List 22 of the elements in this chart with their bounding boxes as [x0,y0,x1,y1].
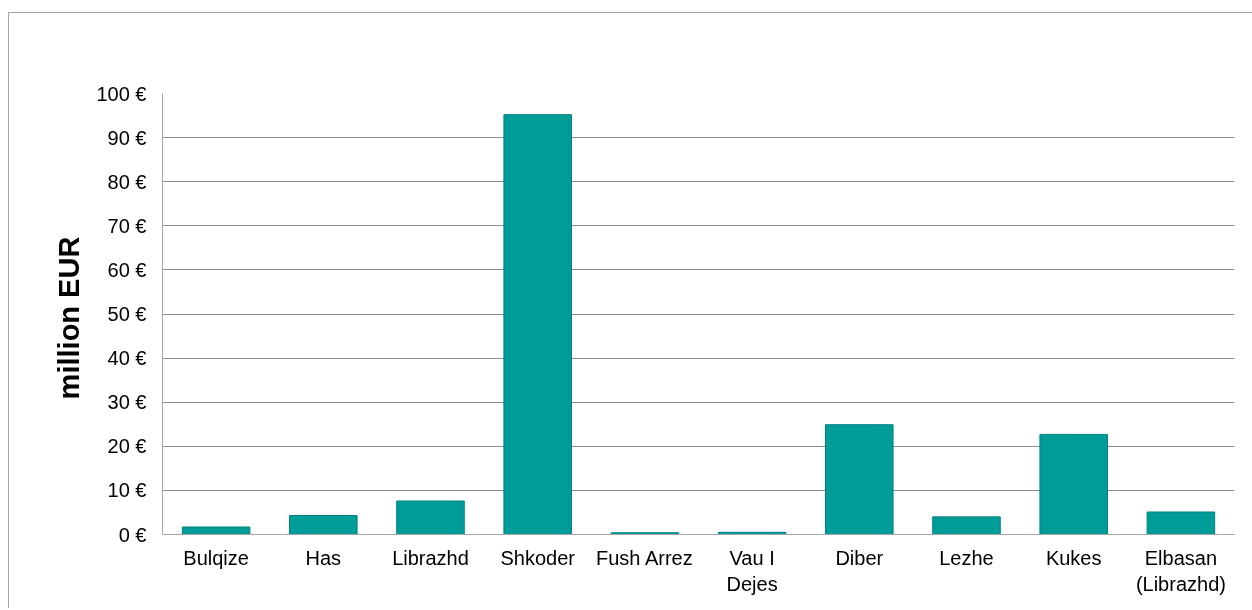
y-tick-label: 50 € [107,303,147,325]
x-tick-label: Fush Arrez [596,546,693,569]
y-axis-title: million EUR [53,236,86,400]
x-tick-label: Has [305,546,342,569]
x-tick-label: Kukes [1045,546,1102,569]
x-tick-label: Bulqize [183,546,249,569]
x-tick-label: Vau I Dejes [726,546,778,595]
x-tick-label: Lezhe [939,546,994,569]
y-tick-label: 100 € [96,82,147,105]
x-tick-label: Shkoder [500,546,576,569]
x-tick-label: Elbasan (Librazhd) [1135,546,1226,595]
y-tick-label: 70 € [107,214,147,237]
y-tick-label: 10 € [107,479,147,502]
y-tick-label: 90 € [107,126,147,149]
x-tick-label: Diber [835,546,884,569]
y-tick-label: 80 € [107,170,147,193]
y-tick-label: 40 € [107,347,147,370]
y-tick-label: 0 € [118,523,147,546]
y-tick-label: 60 € [107,258,147,281]
y-tick-label: 30 € [107,391,147,414]
x-tick-label: Librazhd [392,546,469,569]
y-tick-label: 20 € [107,435,147,458]
